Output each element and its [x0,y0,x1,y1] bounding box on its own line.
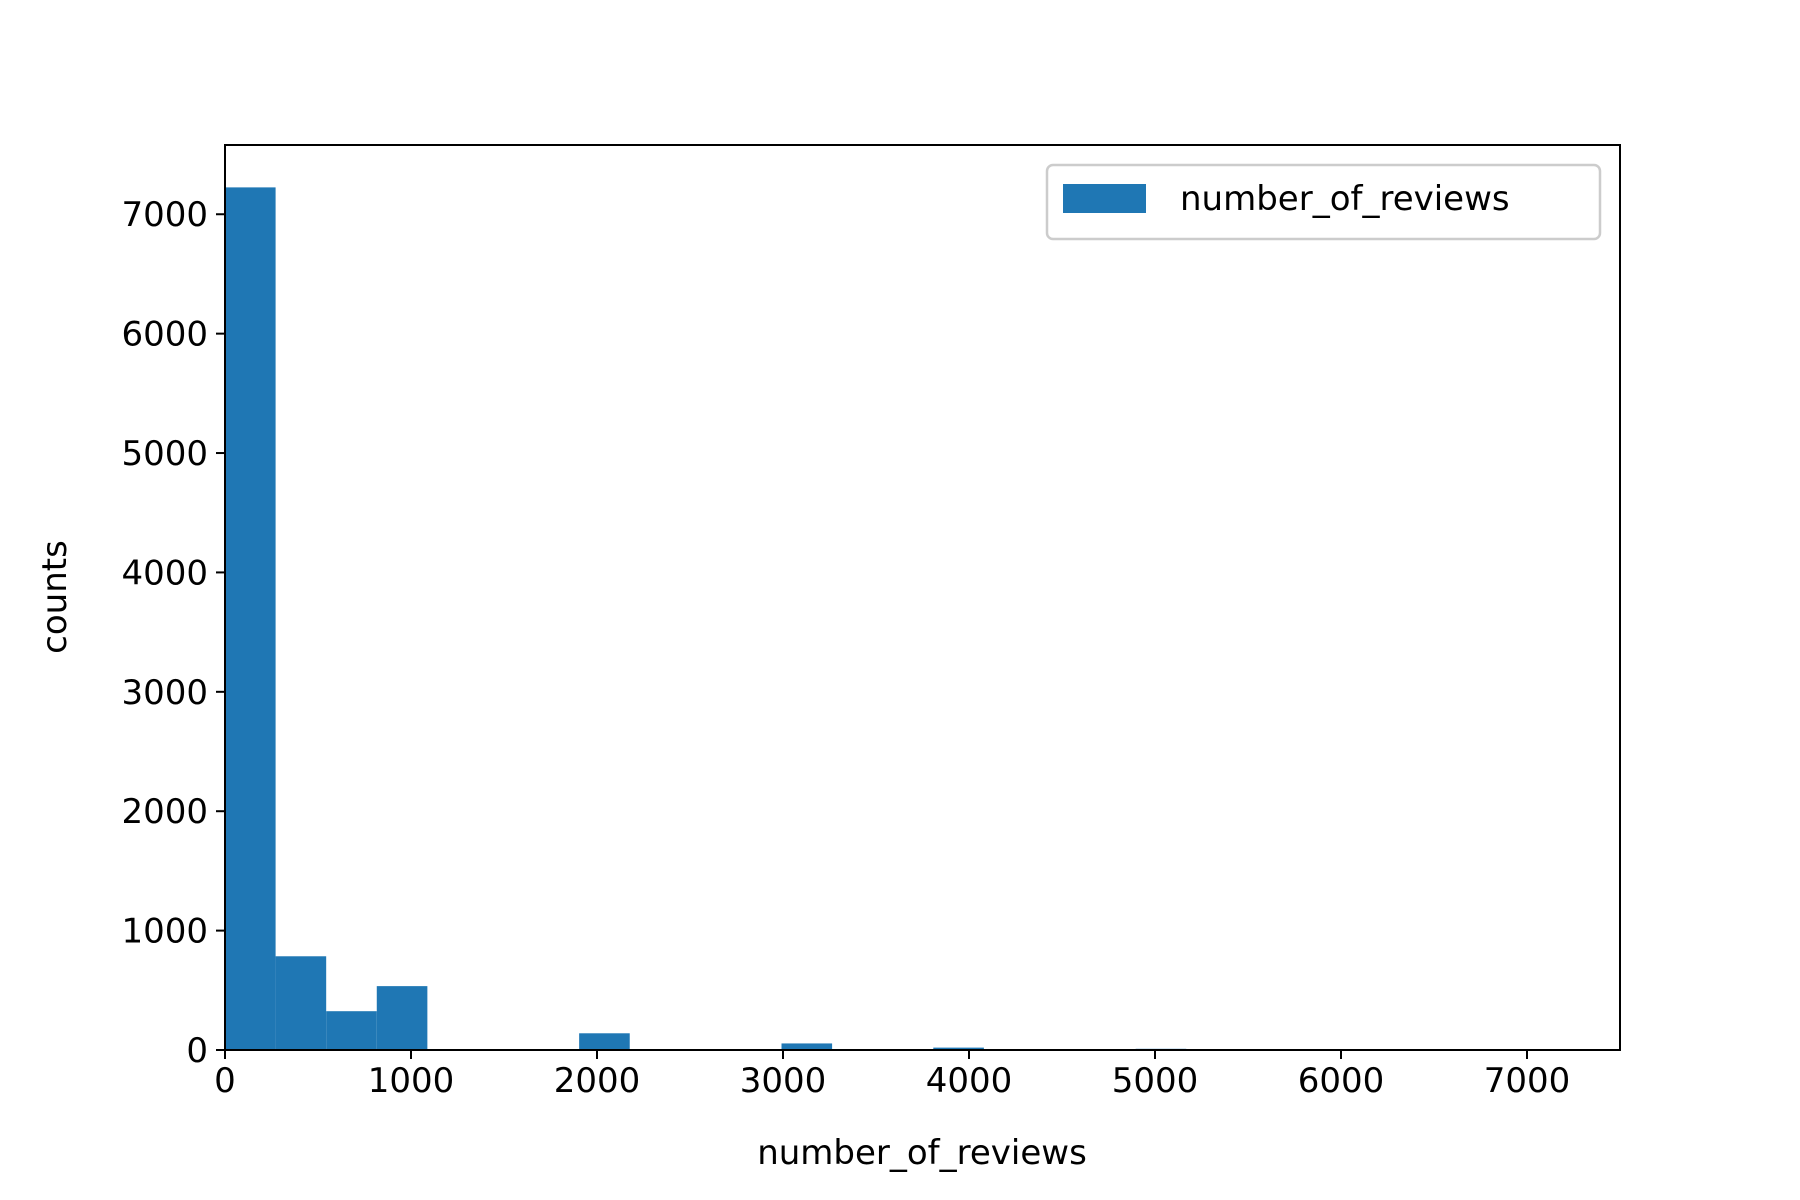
bars-group [225,187,1389,1050]
legend: number_of_reviews [1045,163,1602,241]
legend-frame [1045,163,1602,241]
histogram-bar [275,956,327,1050]
x-axis-ticks: 0 1000 2000 3000 4000 5000 6000 7000 [214,1050,1570,1101]
histogram-bar [376,986,428,1050]
y-axis-ticks: 0 1000 2000 3000 4000 5000 6000 7000 [121,195,225,1071]
x-axis-label: number_of_reviews [757,1133,1087,1173]
y-tick-label: 3000 [121,673,208,713]
x-tick-label: 0 [214,1061,236,1101]
x-tick-label: 6000 [1298,1061,1385,1101]
y-tick-label: 5000 [121,434,208,474]
histogram-bar [579,1033,630,1050]
y-axis-label: counts [35,540,75,654]
y-tick-label: 1000 [121,912,208,952]
y-tick-label: 7000 [121,195,208,235]
axes-frame [224,144,1621,1051]
x-tick-label: 1000 [368,1061,455,1101]
histogram-bar [933,1047,984,1050]
x-tick-label: 4000 [926,1061,1013,1101]
x-tick-label: 2000 [554,1061,641,1101]
x-tick-label: 7000 [1484,1061,1571,1101]
histogram-bar [225,187,276,1050]
y-tick-label: 0 [186,1031,208,1071]
legend-swatch [1063,184,1146,213]
x-tick-label: 5000 [1112,1061,1199,1101]
axes-background [225,145,1620,1050]
plot-area: 0 1000 2000 3000 4000 5000 6000 7000 0 1000 2000 3… [121,144,1621,1101]
histogram-bar [326,1011,377,1050]
y-tick-label: 4000 [121,553,208,593]
y-tick-label: 6000 [121,315,208,355]
x-tick-label: 3000 [740,1061,827,1101]
y-tick-label: 2000 [121,792,208,832]
histogram-bar [781,1043,833,1050]
legend-label: number_of_reviews [1180,179,1510,219]
